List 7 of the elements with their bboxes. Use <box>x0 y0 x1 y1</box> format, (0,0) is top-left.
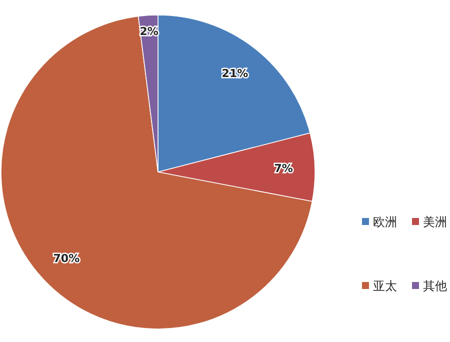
data-label: 21% <box>222 66 248 80</box>
legend-label: 其他 <box>423 279 447 293</box>
legend-label: 美洲 <box>423 215 447 229</box>
legend-label: 欧洲 <box>373 215 397 229</box>
data-label: 7% <box>274 162 293 176</box>
legend-label: 亚太 <box>373 279 397 293</box>
data-label: 70% <box>53 252 80 265</box>
